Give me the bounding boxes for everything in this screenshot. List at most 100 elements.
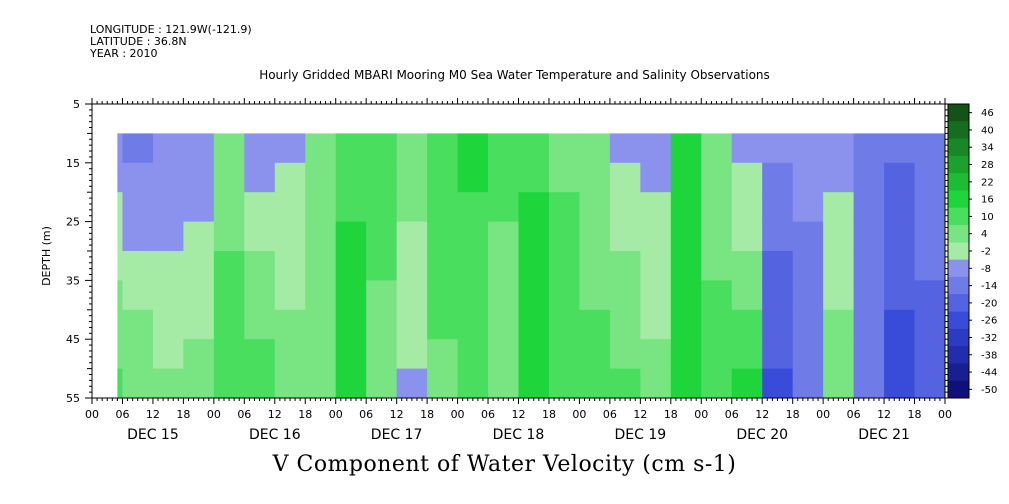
heatmap-cell [701,192,733,222]
heatmap-cell [762,309,794,340]
heatmap-cell [579,368,611,399]
x-tick-label: 00 [816,408,830,421]
heatmap-cell [731,368,763,399]
colorbar-label: -50 [981,385,997,396]
year-label: YEAR : 2010 [90,47,158,60]
x-tick-label: 00 [938,408,952,421]
colorbar-label: -44 [981,368,997,379]
x-tick-label: 18 [176,408,190,421]
heatmap-cell [366,280,398,311]
colorbar-label: -26 [981,316,997,327]
heatmap-cell [488,368,519,399]
heatmap-cell [762,221,794,252]
heatmap-cell [335,339,367,369]
heatmap-cell [152,192,184,222]
heatmap-cell [457,280,489,311]
heatmap-cell [152,368,184,399]
heatmap-cell [640,368,672,399]
heatmap-cell [884,251,915,281]
heatmap-cell [823,309,854,340]
heatmap-cell [213,339,245,369]
x-tick-label: 00 [85,408,99,421]
heatmap-cell [914,221,946,252]
heatmap-cell [335,192,367,222]
colorbar-label: -20 [981,298,997,309]
x-tick-label: 18 [908,408,922,421]
heatmap-cell [792,280,824,311]
heatmap-cell [396,368,428,399]
colorbar-swatch [948,190,969,209]
heatmap-cell [457,251,489,281]
heatmap-cell [396,251,428,281]
heatmap-cell [579,251,611,281]
heatmap-cell [122,192,154,222]
heatmap-cell [701,280,733,311]
heatmap-cell [914,309,946,340]
heatmap-cell [884,280,915,311]
x-tick-label: 00 [207,408,221,421]
heatmap-cell [117,368,123,399]
heatmap-cell [762,280,794,311]
x-tick-label: 06 [237,408,251,421]
x-day-label: DEC 20 [736,427,788,443]
heatmap-cell [117,280,123,311]
heatmap-cell [548,368,580,399]
heatmap-cell [853,162,885,193]
heatmap-cell [579,339,611,369]
heatmap-cell [274,192,306,222]
x-tick-label: 00 [694,408,708,421]
heatmap-cell [213,309,245,340]
heatmap-cell [457,192,489,222]
y-tick-label: 55 [66,392,80,405]
heatmap-cell [213,192,245,222]
heatmap-cell [213,368,245,399]
heatmap-cell [305,192,337,222]
heatmap-cell [213,133,245,164]
heatmap-cell [122,162,154,193]
heatmap-cell [701,368,733,399]
colorbar-swatch [948,276,969,295]
heatmap-cell [457,133,489,164]
heatmap-cell [305,309,337,340]
heatmap-cell [823,280,854,311]
heatmap-cell [335,221,367,252]
heatmap-cell [914,368,946,399]
heatmap-cell [670,309,702,340]
heatmap-cell [488,339,519,369]
heatmap-cell [122,309,154,340]
heatmap-cell [366,221,398,252]
heatmap-cell [427,133,458,164]
x-tick-label: 12 [755,408,769,421]
heatmap-cell [670,280,702,311]
heatmap-cell [183,309,215,340]
heatmap-cell [823,162,854,193]
x-tick-label: 12 [146,408,160,421]
x-tick-label: 18 [664,408,678,421]
heatmap-cell [366,309,398,340]
heatmap-cell [609,280,641,311]
heatmap-cell [518,309,550,340]
heatmap-cell [853,339,885,369]
colorbar-label: -32 [981,333,997,344]
heatmap-cell [488,221,519,252]
x-tick-label: 18 [542,408,556,421]
x-tick-label: 06 [115,408,129,421]
heatmap-cell [640,192,672,222]
heatmap-cell [579,221,611,252]
heatmap-cell [853,192,885,222]
heatmap-cell [488,280,519,311]
heatmap-cell [335,251,367,281]
heatmap-cell [427,339,458,369]
heatmap-cell [914,339,946,369]
colorbar-swatch [948,155,969,174]
heatmap-cell [548,221,580,252]
heatmap-cell [518,339,550,369]
colorbar-label: 22 [981,177,994,188]
x-day-label: DEC 21 [858,427,910,443]
heatmap-cell [244,309,276,340]
colorbar: 46 40 34 28 22 16 10 4 -2 -8 -14 -20 -26 -32 -38 -44 -50 [947,103,997,399]
heatmap-cell [274,251,306,281]
heatmap-cell [366,339,398,369]
heatmap-cell [548,339,580,369]
heatmap-cell [117,192,123,222]
